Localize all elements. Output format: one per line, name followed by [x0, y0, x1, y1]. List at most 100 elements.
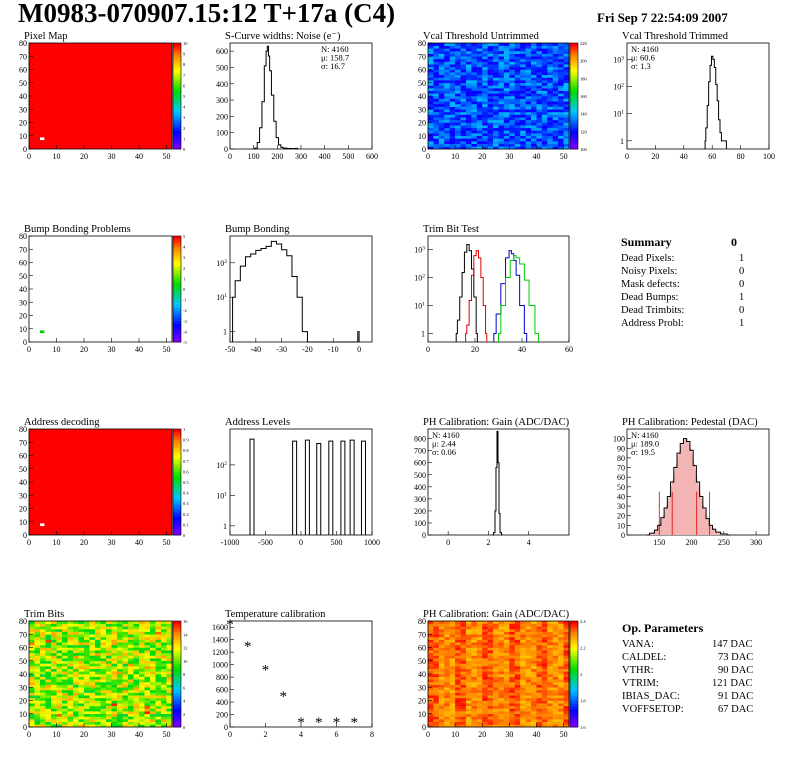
map-cell: [541, 708, 548, 712]
map-cell: [161, 716, 167, 720]
map-cell: [62, 711, 68, 715]
map-cell: [455, 660, 461, 664]
y-tick-label: 1400: [212, 636, 228, 645]
map-cell: [525, 628, 532, 632]
map-cell: [487, 143, 494, 147]
map-cell: [482, 143, 488, 147]
map-cell: [29, 716, 35, 720]
map-cell: [73, 687, 79, 691]
map-cell: [498, 72, 505, 76]
map-cell: [62, 660, 68, 664]
map-cell: [514, 652, 521, 656]
zscale-cell: [570, 125, 578, 129]
map-cell: [487, 98, 494, 102]
map-cell: [525, 106, 532, 110]
zscale-tick-label: 6: [183, 83, 186, 88]
map-cell: [547, 647, 554, 651]
map-cell: [525, 50, 532, 54]
map-cell: [117, 705, 123, 709]
map-cell: [514, 146, 521, 150]
map-cell: [503, 93, 510, 97]
map-cell: [166, 634, 173, 638]
map-cell: [563, 103, 570, 107]
map-cell: [514, 666, 521, 669]
map-cell: [40, 668, 46, 672]
map-cell: [536, 692, 543, 696]
map-cell: [455, 96, 461, 99]
stats-line: σ: 19.5: [631, 447, 655, 457]
map-cell: [106, 711, 112, 715]
map-cell: [493, 53, 499, 57]
map-cell: [139, 671, 145, 675]
zscale-cell: [173, 460, 181, 464]
map-cell: [498, 85, 505, 89]
y-tick-label: 200: [216, 112, 228, 121]
map-cell: [471, 719, 478, 722]
map-cell: [525, 639, 532, 643]
map-cell: [428, 122, 434, 126]
map-cell: [520, 679, 526, 683]
map-cell: [122, 636, 129, 640]
map-cell: [493, 623, 499, 627]
map-cell: [509, 77, 516, 81]
map-cell: [428, 639, 434, 643]
map-cell: [558, 697, 564, 701]
map-cell: [139, 650, 145, 654]
map-cell: [29, 679, 35, 683]
map-cell: [514, 88, 521, 91]
map-cell: [531, 644, 537, 648]
map-cell: [34, 697, 41, 701]
map-cell: [558, 631, 564, 635]
map-cell: [89, 663, 96, 667]
zscale-cell: [173, 273, 181, 277]
map-cell: [444, 652, 450, 656]
map-cell: [514, 634, 521, 638]
map-cell: [514, 681, 521, 685]
map-cell: [503, 676, 510, 680]
zscale-cell: [173, 257, 181, 261]
map-cell: [509, 660, 516, 664]
map-cell: [547, 90, 554, 94]
map-cell: [78, 724, 85, 728]
map-cell: [433, 660, 440, 664]
map-cell: [514, 127, 521, 131]
map-cell: [111, 705, 118, 709]
map-cell: [482, 74, 488, 78]
zscale-tick-label: 10: [183, 659, 188, 664]
zscale-cell: [173, 307, 181, 311]
map-cell: [503, 671, 510, 675]
zscale-cell: [173, 243, 181, 248]
map-cell: [558, 69, 564, 73]
map-cell: [558, 48, 564, 52]
map-cell: [56, 711, 63, 715]
map-cell: [503, 111, 510, 115]
map-cell: [67, 658, 74, 662]
map-cell: [73, 658, 79, 662]
map-cell: [563, 141, 570, 144]
map-cell: [509, 628, 516, 632]
map-cell: [509, 111, 516, 115]
map-cell: [476, 655, 483, 659]
map-cell: [498, 141, 505, 144]
map-cell: [122, 655, 129, 659]
map-cell: [547, 621, 554, 624]
chart-title-temp-calibration: Temperature calibration: [225, 609, 326, 620]
map-cell: [476, 687, 483, 691]
map-cell: [541, 117, 548, 121]
y-tick-label: 80: [418, 39, 426, 48]
map-cell: [428, 106, 434, 110]
map-cell: [460, 125, 467, 129]
page-title: M0983-070907.15:12 T+17a (C4): [18, 0, 396, 28]
map-cell: [73, 676, 79, 680]
map-cell: [455, 695, 461, 699]
map-cell: [122, 631, 129, 635]
map-cell: [482, 48, 488, 52]
chart-scurve-noise: S-Curve widths: Noise (e⁻)0 100 200 300 400 5…: [216, 31, 378, 161]
zscale-cell: [173, 429, 181, 433]
map-cell: [558, 626, 564, 630]
map-cell: [117, 663, 123, 667]
map-cell: [161, 671, 167, 675]
map-cell: [155, 628, 162, 632]
map-cell: [444, 623, 450, 627]
